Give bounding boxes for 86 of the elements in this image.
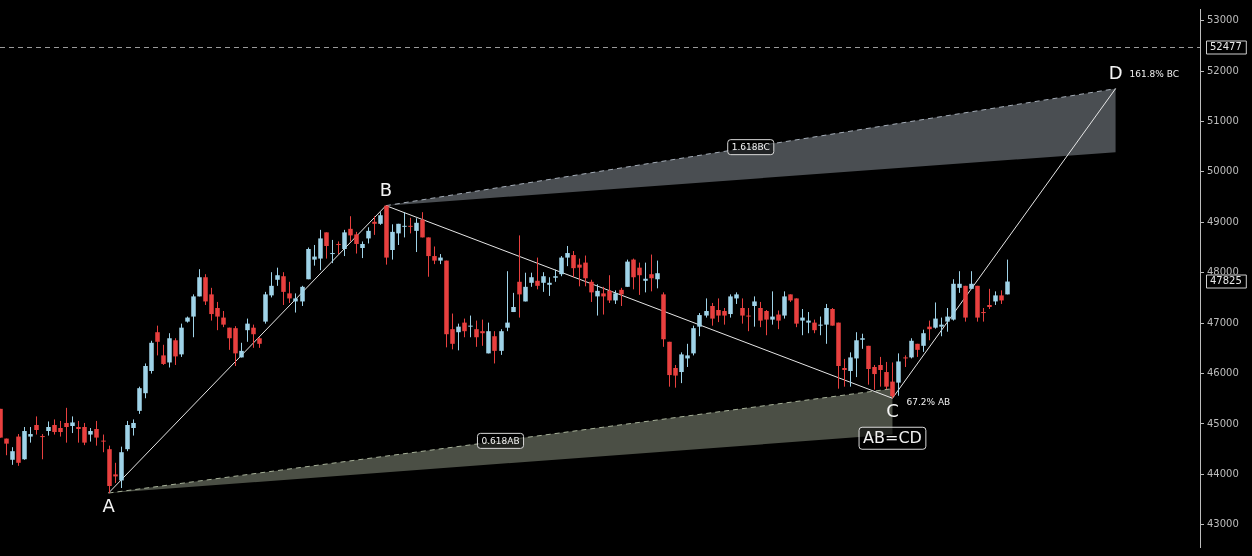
candlestick (565, 245, 570, 267)
candlestick (776, 310, 781, 330)
y-tick-label: 43000 (1207, 518, 1239, 530)
y-tick-label: 48000 (1207, 266, 1239, 278)
candlestick (697, 312, 702, 337)
candlestick (499, 328, 504, 356)
candlestick (420, 211, 425, 238)
candlestick (818, 316, 823, 336)
candlestick (426, 236, 431, 278)
candlestick (806, 311, 811, 334)
candlestick (740, 297, 745, 325)
candlestick (824, 303, 829, 345)
candlestick (161, 344, 166, 366)
y-tick-label: 51000 (1207, 115, 1239, 127)
candlestick (800, 308, 805, 336)
annotation: 67.2% AB (906, 397, 951, 408)
data-label: C (886, 399, 899, 421)
candlestick (324, 231, 329, 260)
candlestick (336, 240, 341, 255)
annotation: 1.618BC (731, 142, 770, 152)
data-label: B (379, 179, 393, 201)
candlestick (155, 325, 160, 356)
candlestick (987, 288, 992, 310)
candlestick (293, 292, 298, 314)
y-tick-label: 52000 (1207, 64, 1239, 76)
candlestick (770, 290, 775, 326)
candlestick (921, 329, 926, 353)
candlestick (559, 255, 564, 277)
candlestick (752, 295, 757, 328)
candlestick (191, 293, 196, 338)
candlestick (275, 267, 280, 287)
candlestick (523, 272, 528, 302)
candlestick (342, 229, 347, 257)
candlestick (541, 271, 546, 293)
candlestick (517, 234, 522, 319)
candlestick (64, 407, 69, 444)
candlestick (704, 297, 709, 319)
candlestick (173, 337, 178, 366)
candlestick (300, 285, 305, 307)
y-tick-label: 46000 (1207, 367, 1239, 379)
candlestick (94, 420, 99, 447)
candlestick (281, 271, 286, 306)
y-tick-label: 44000 (1207, 467, 1239, 479)
candlestick (492, 330, 497, 364)
candlestick (909, 337, 914, 359)
candlestick (655, 260, 660, 289)
annotation: 161.8% BC (1129, 69, 1180, 80)
candlestick (896, 352, 901, 397)
candlestick (547, 276, 552, 297)
candlestick (1005, 259, 1010, 295)
candlestick (842, 358, 847, 388)
candlestick (414, 217, 419, 253)
y-tick-label: 47000 (1207, 316, 1239, 328)
candlestick (619, 287, 624, 307)
candlestick (40, 433, 45, 460)
annotation: 0.618AB (481, 435, 520, 446)
candlestick (595, 283, 600, 317)
candlestick (782, 290, 787, 320)
candlestick (486, 322, 491, 354)
candlestick (34, 415, 39, 436)
y-tick-label: 45000 (1207, 417, 1239, 429)
candlestick (245, 318, 250, 343)
candlestick (746, 307, 751, 332)
candlestick (903, 354, 908, 368)
data-label: A (102, 494, 116, 516)
candlestick (372, 215, 377, 236)
annotation: AB=CD (863, 427, 922, 447)
ref-line-label: 52477 (1210, 41, 1242, 53)
y-tick-label: 53000 (1207, 14, 1239, 26)
y-tick-label: 49000 (1207, 215, 1239, 227)
candlestick (287, 281, 292, 304)
candlestick (456, 323, 461, 351)
candlestick (505, 270, 510, 332)
candlestick (462, 318, 467, 338)
candlestick (251, 324, 256, 349)
candlestick (649, 254, 654, 292)
candlestick (643, 262, 648, 293)
y-tick-label: 50000 (1207, 165, 1239, 177)
candlestick (330, 239, 335, 264)
data-label: D (1108, 62, 1123, 84)
text: 47825 (1210, 275, 1242, 287)
candlestick (927, 320, 932, 341)
candlestick (535, 257, 540, 290)
candlestick (197, 268, 202, 297)
candlestick (589, 279, 594, 303)
candlestick (468, 315, 473, 338)
